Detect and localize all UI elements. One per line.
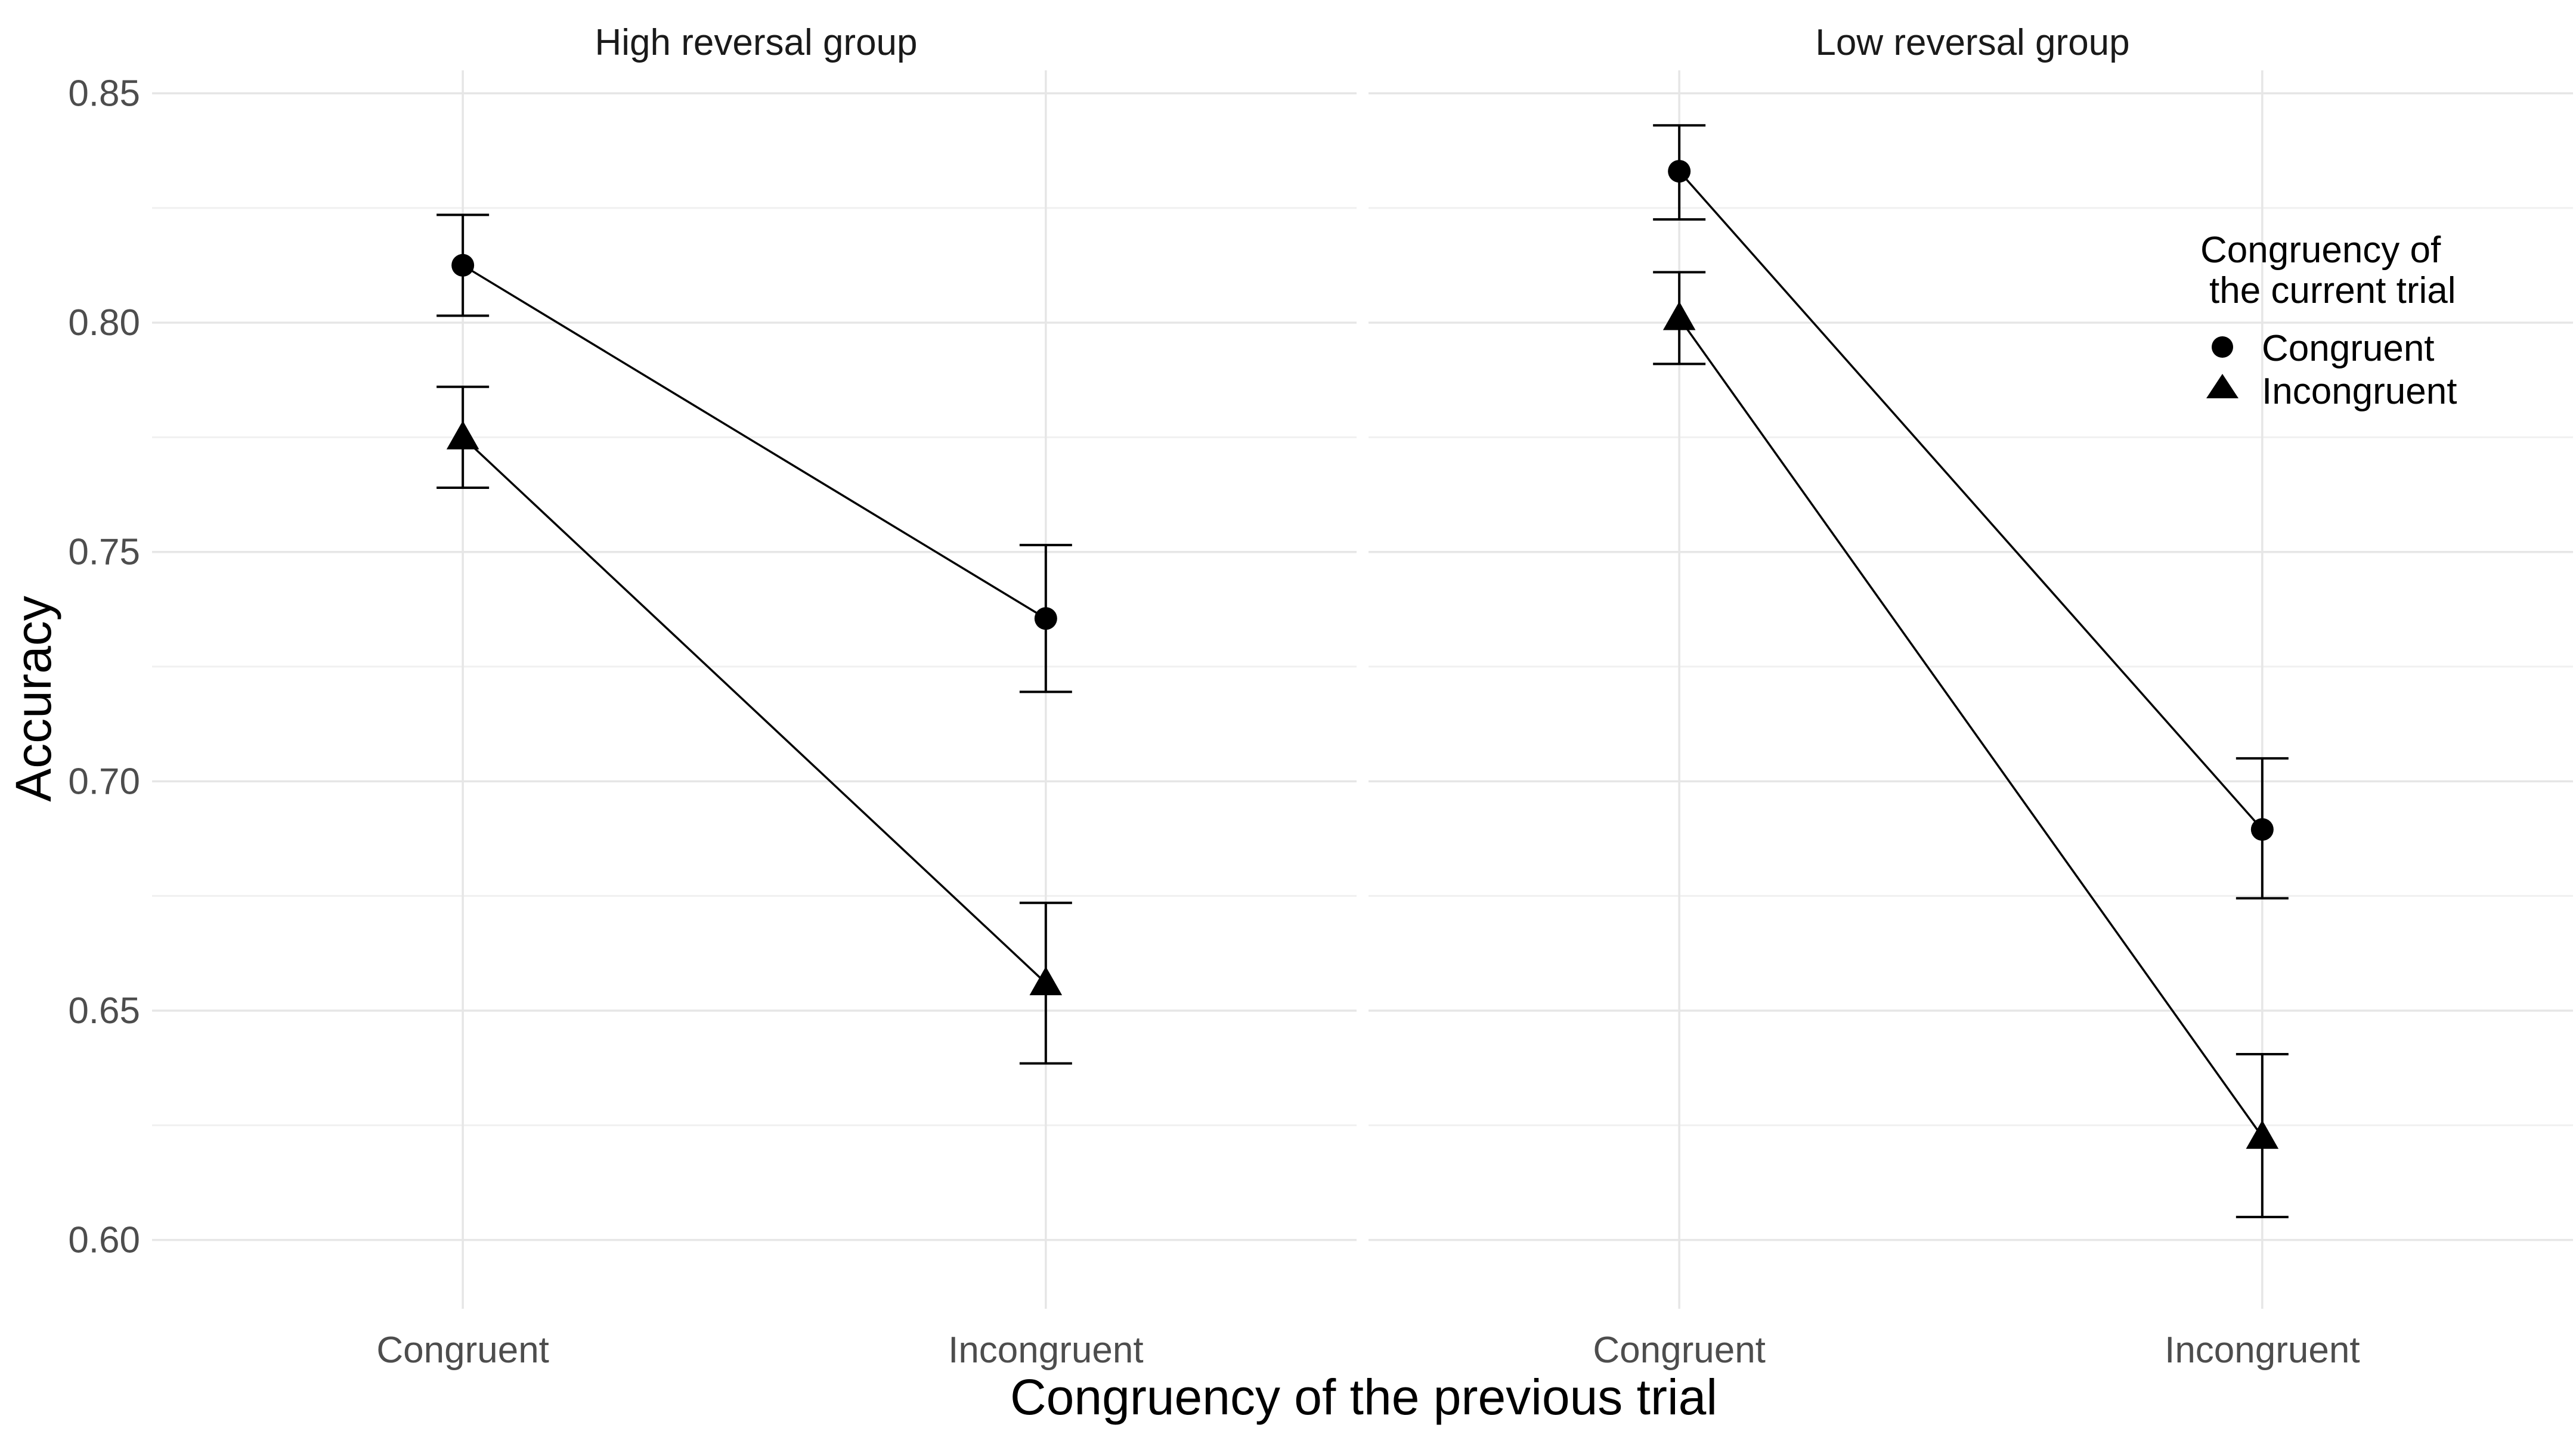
point-triangle [2246,1120,2279,1149]
y-tick-label: 0.75 [68,532,140,573]
y-tick-label: 0.80 [68,302,140,343]
legend-label-incongruent: Incongruent [2262,371,2457,412]
series-line-congruent [1678,171,2264,831]
x-tick-label-congruent: Congruent [1593,1330,1766,1371]
point-circle [451,253,475,277]
y-tick-label: 0.60 [68,1220,140,1261]
point-circle [1668,160,1691,183]
point-triangle [1662,301,1696,330]
y-axis-title: Accuracy [5,596,61,801]
x-tick-label-incongruent: Incongruent [948,1330,1143,1371]
facet-title-high-reversal: High reversal group [595,22,917,63]
x-tick-label-incongruent: Incongruent [2165,1330,2360,1371]
legend: Congruency of the current trial Congruen… [2200,230,2457,412]
legend-title-line2: the current trial [2209,270,2456,311]
y-tick-label: 0.85 [68,73,140,114]
y-tick-label: 0.70 [68,761,140,802]
point-triangle [446,420,479,450]
point-triangle [1029,966,1063,996]
point-circle [1034,607,1057,630]
x-axis-title: Congruency of the previous trial [1010,1369,1717,1425]
facet-title-low-reversal: Low reversal group [1815,22,2129,63]
legend-title-line1: Congruency of [2200,230,2441,271]
legend-key-triangle [2206,374,2238,398]
series-line-incongruent [462,436,1047,984]
series-line-congruent [462,264,1046,620]
point-circle [2250,818,2274,841]
series-line-incongruent [1678,317,2264,1138]
text-layer: High reversal group Low reversal group C… [5,22,2360,1425]
legend-key-circle [2212,336,2233,358]
x-tick-label-congruent: Congruent [376,1330,549,1371]
y-tick-label: 0.65 [68,990,140,1032]
legend-label-congruent: Congruent [2262,328,2435,369]
mark-layer [436,124,2289,1219]
